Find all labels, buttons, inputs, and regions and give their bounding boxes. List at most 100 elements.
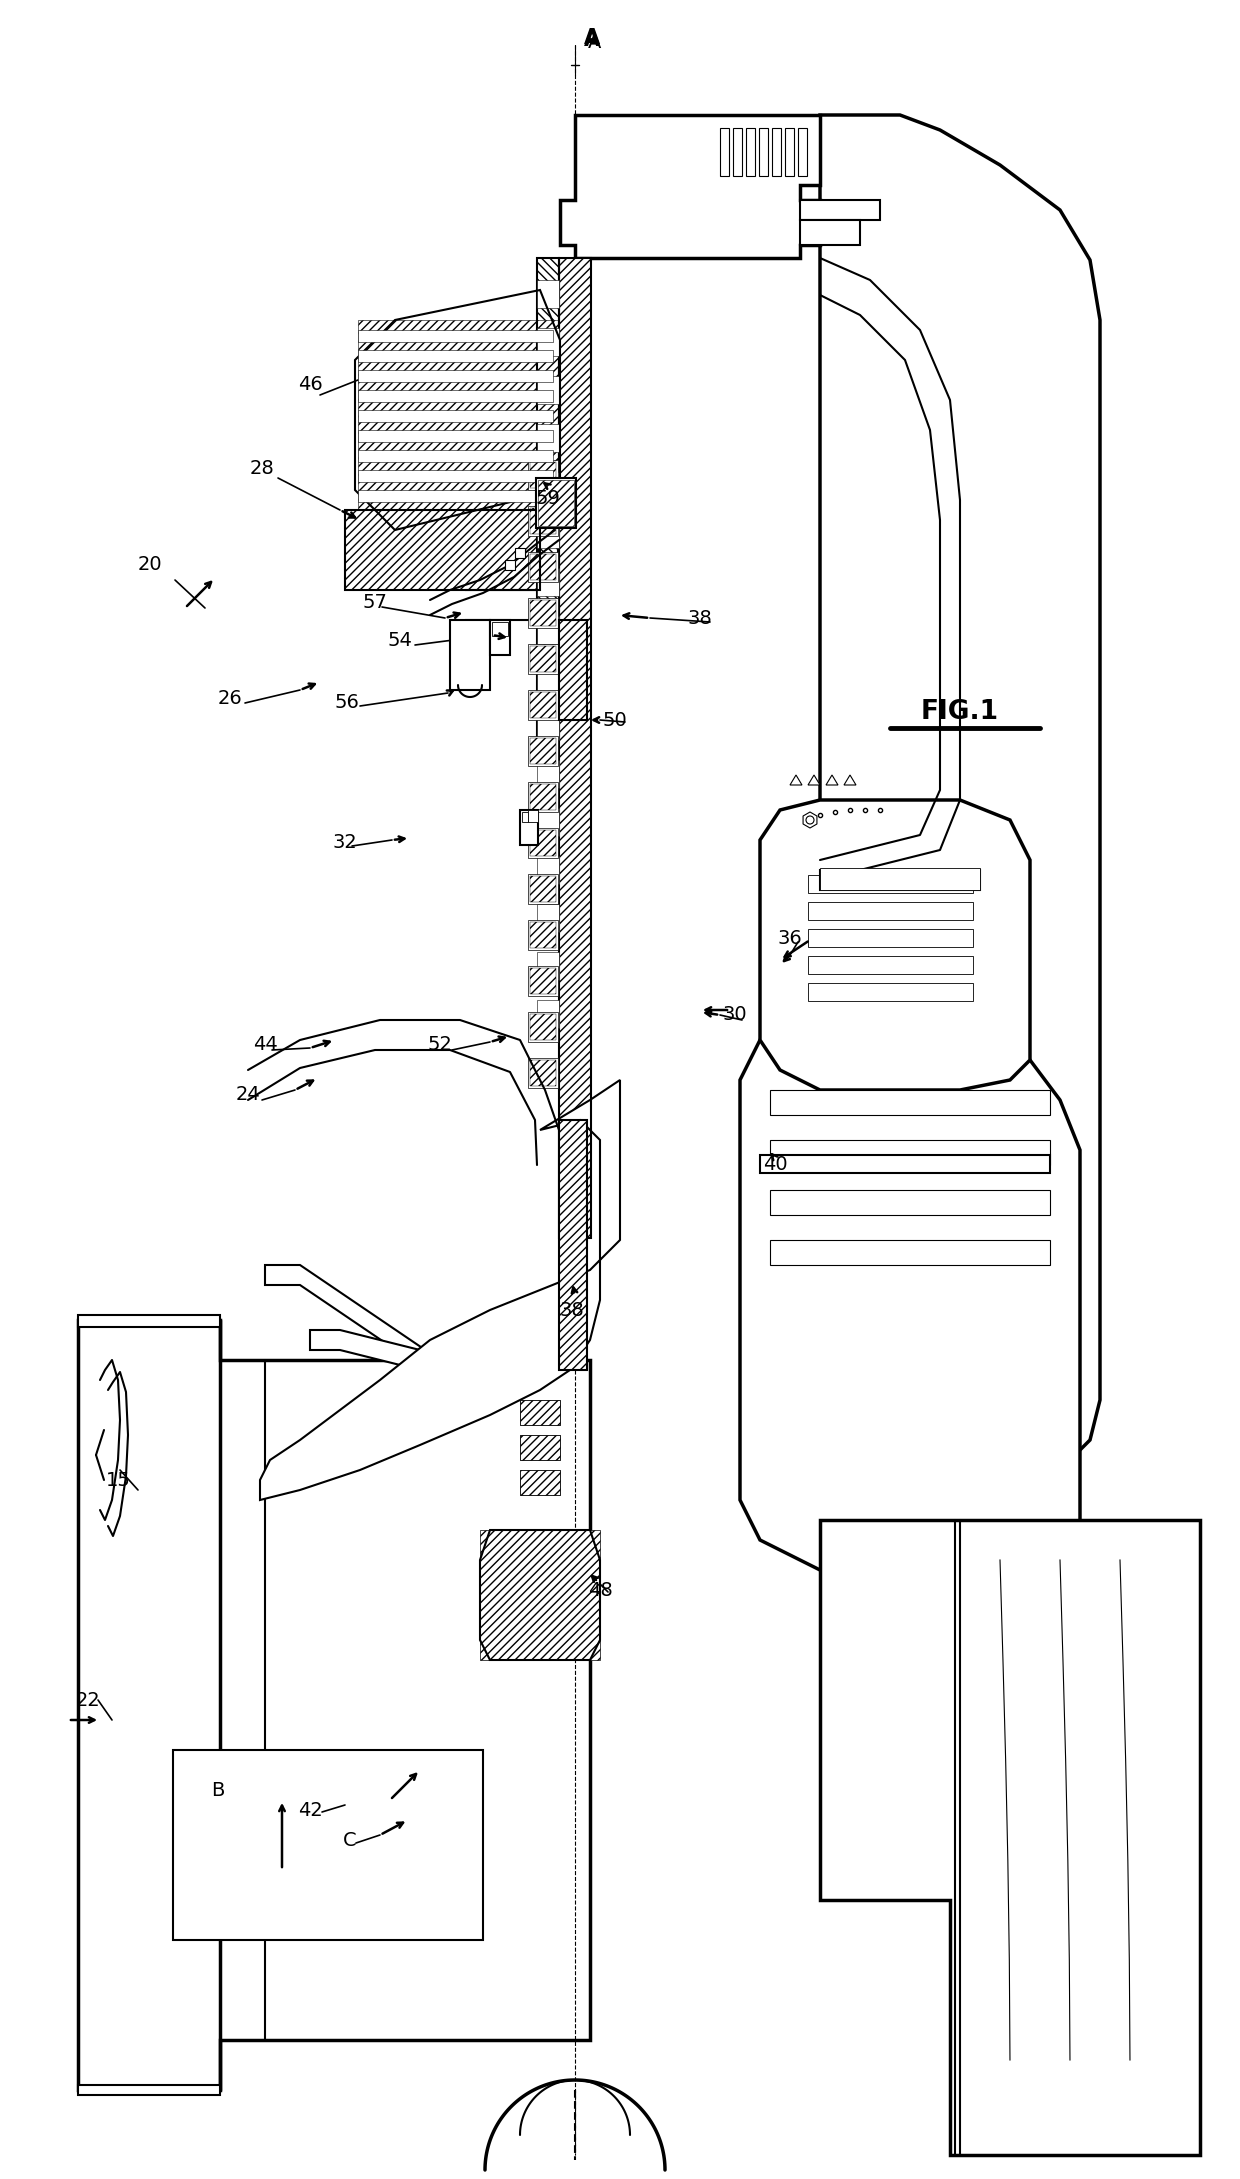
Text: FIG.1: FIG.1 (921, 699, 999, 726)
Polygon shape (733, 129, 742, 176)
Polygon shape (358, 410, 553, 423)
Polygon shape (537, 665, 559, 693)
Polygon shape (770, 1140, 1050, 1166)
Polygon shape (559, 1120, 587, 1371)
Polygon shape (537, 473, 559, 499)
Polygon shape (773, 129, 781, 176)
Polygon shape (528, 460, 558, 490)
Polygon shape (520, 1471, 560, 1495)
Polygon shape (559, 257, 591, 1238)
Polygon shape (800, 861, 980, 1039)
Polygon shape (529, 967, 556, 994)
Polygon shape (537, 760, 559, 789)
Polygon shape (537, 329, 559, 355)
Polygon shape (537, 952, 559, 981)
Text: 42: 42 (298, 1800, 322, 1819)
Polygon shape (529, 645, 556, 671)
Text: 15: 15 (105, 1471, 130, 1490)
Text: 20: 20 (138, 556, 162, 575)
Polygon shape (785, 129, 794, 176)
Polygon shape (740, 1039, 1080, 1571)
Polygon shape (528, 811, 538, 821)
Polygon shape (720, 129, 729, 176)
Polygon shape (808, 957, 973, 974)
Polygon shape (537, 808, 559, 837)
Polygon shape (790, 776, 802, 784)
Text: 46: 46 (298, 375, 322, 394)
Polygon shape (490, 621, 510, 656)
Text: 36: 36 (777, 928, 802, 948)
Polygon shape (800, 200, 880, 220)
Polygon shape (358, 490, 553, 501)
Polygon shape (520, 1399, 560, 1425)
Polygon shape (529, 922, 556, 948)
Polygon shape (529, 1013, 556, 1039)
Polygon shape (492, 621, 508, 636)
Polygon shape (529, 876, 556, 902)
Polygon shape (520, 811, 538, 845)
Polygon shape (529, 693, 556, 719)
Polygon shape (480, 1530, 600, 1660)
Polygon shape (537, 279, 559, 307)
Polygon shape (820, 115, 1100, 1521)
Text: 38: 38 (688, 608, 712, 628)
Polygon shape (505, 560, 515, 571)
Polygon shape (529, 784, 556, 811)
Polygon shape (515, 547, 525, 558)
Polygon shape (520, 1436, 560, 1460)
Polygon shape (358, 429, 553, 442)
Polygon shape (808, 902, 973, 920)
Polygon shape (770, 1190, 1050, 1216)
Polygon shape (358, 390, 553, 401)
Text: A: A (588, 33, 601, 52)
Polygon shape (808, 876, 973, 893)
Polygon shape (358, 370, 553, 381)
Polygon shape (260, 1081, 620, 1499)
Polygon shape (529, 508, 556, 534)
Polygon shape (537, 1000, 559, 1028)
Polygon shape (536, 477, 577, 527)
Text: 26: 26 (218, 689, 242, 708)
Text: 44: 44 (253, 1035, 278, 1055)
Polygon shape (529, 1059, 556, 1085)
Polygon shape (808, 983, 973, 1000)
Polygon shape (799, 129, 807, 176)
Polygon shape (78, 1320, 590, 2090)
Text: 32: 32 (332, 832, 357, 852)
Circle shape (806, 815, 813, 824)
Polygon shape (310, 1329, 500, 1390)
Polygon shape (770, 1240, 1050, 1266)
Polygon shape (358, 320, 558, 529)
Polygon shape (537, 856, 559, 885)
Text: A: A (584, 28, 600, 48)
Text: 38: 38 (559, 1301, 584, 1320)
Polygon shape (759, 129, 768, 176)
Polygon shape (358, 451, 553, 462)
Polygon shape (538, 479, 574, 525)
Polygon shape (528, 874, 558, 904)
Text: 56: 56 (335, 693, 360, 713)
Polygon shape (560, 115, 820, 257)
Text: 54: 54 (388, 630, 413, 649)
Polygon shape (528, 1059, 558, 1087)
Polygon shape (528, 737, 558, 767)
Polygon shape (528, 920, 558, 950)
Polygon shape (528, 597, 558, 628)
Polygon shape (528, 965, 558, 996)
Polygon shape (537, 569, 559, 597)
Polygon shape (528, 782, 558, 813)
Text: 22: 22 (76, 1691, 100, 1711)
Polygon shape (844, 776, 856, 784)
Polygon shape (528, 1011, 558, 1042)
Text: 24: 24 (236, 1085, 260, 1105)
Polygon shape (760, 800, 1030, 1090)
Text: 28: 28 (249, 458, 274, 477)
Polygon shape (537, 521, 559, 547)
Polygon shape (358, 351, 553, 362)
Polygon shape (528, 645, 558, 673)
Polygon shape (826, 776, 838, 784)
Text: A: A (584, 31, 600, 50)
Polygon shape (559, 621, 587, 719)
Text: B: B (211, 1780, 224, 1800)
Polygon shape (528, 691, 558, 719)
